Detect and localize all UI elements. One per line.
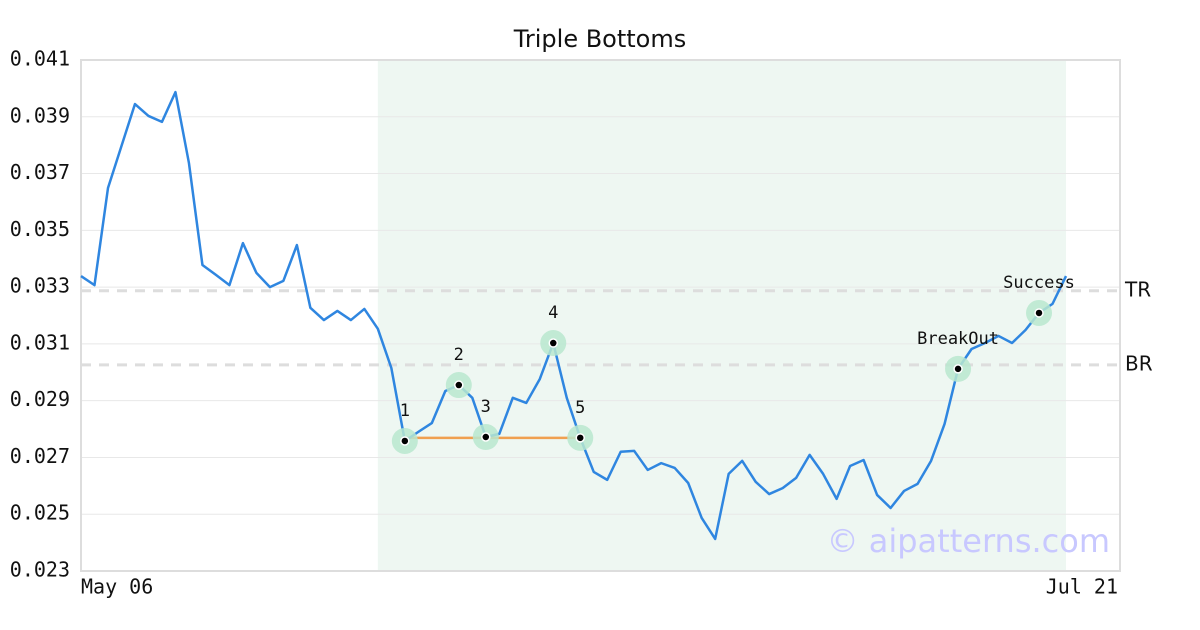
pivot-label: 5 bbox=[575, 398, 585, 418]
y-tick-label: 0.027 bbox=[10, 444, 70, 468]
pivot-dot bbox=[548, 338, 559, 348]
pivot-label: 1 bbox=[400, 401, 410, 421]
pivot-dot bbox=[481, 432, 491, 442]
pivot-dot bbox=[400, 436, 410, 446]
pivot-label: 2 bbox=[454, 345, 464, 365]
pivot-label: Success bbox=[1003, 273, 1075, 293]
pivot-dot bbox=[953, 364, 963, 374]
pivot-label: 4 bbox=[548, 303, 558, 323]
pattern-region bbox=[377, 60, 1066, 571]
y-tick-label: 0.035 bbox=[10, 217, 70, 241]
y-tick-label: 0.041 bbox=[10, 47, 70, 71]
watermark: © aipatterns.com bbox=[827, 522, 1110, 560]
pivot-dot bbox=[1034, 308, 1044, 318]
price-line bbox=[80, 90, 1068, 541]
pivot-dot bbox=[454, 380, 464, 390]
plot-frame bbox=[80, 59, 1121, 572]
y-tick-label: 0.025 bbox=[10, 501, 70, 525]
y-tick-label: 0.031 bbox=[10, 330, 70, 354]
level-label: BR bbox=[1125, 351, 1153, 375]
y-tick-label: 0.029 bbox=[10, 387, 70, 411]
x-tick-label: Jul 21 bbox=[1046, 575, 1118, 599]
pivot-label: 3 bbox=[481, 397, 491, 417]
y-tick-label: 0.033 bbox=[10, 274, 70, 298]
level-label: TR bbox=[1124, 277, 1151, 301]
chart-title: Triple Bottoms bbox=[513, 25, 687, 53]
pivot-dot bbox=[575, 433, 585, 443]
pivot-label: BreakOut bbox=[917, 329, 999, 349]
y-tick-label: 0.023 bbox=[10, 558, 70, 582]
y-tick-label: 0.039 bbox=[10, 103, 70, 127]
y-tick-label: 0.037 bbox=[10, 160, 70, 184]
x-tick-label: May 06 bbox=[81, 575, 153, 599]
